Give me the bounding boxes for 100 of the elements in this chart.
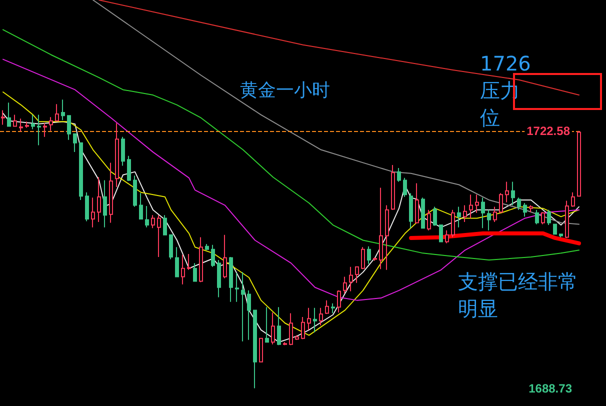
- candlestick: [517, 197, 521, 210]
- candlestick: [433, 206, 437, 226]
- candlestick: [415, 182, 419, 224]
- line-series: [2, 29, 580, 261]
- candlestick: [337, 290, 341, 313]
- candlestick: [325, 300, 329, 315]
- candlestick: [277, 306, 281, 346]
- candlestick: [85, 192, 89, 222]
- candlestick: [439, 224, 443, 242]
- candlestick: [313, 307, 317, 333]
- candlestick: [367, 246, 371, 264]
- candlestick: [349, 266, 353, 292]
- candlestick: [571, 192, 575, 208]
- candlestick: [301, 316, 305, 340]
- candlestick: [223, 234, 227, 279]
- candlestick: [319, 307, 323, 326]
- candlestick: [331, 302, 335, 314]
- y-tick-label: 1722.58: [526, 124, 570, 138]
- candlestick: [493, 206, 497, 223]
- candlestick: [487, 209, 491, 231]
- candlestick: [241, 272, 245, 342]
- candlestick: [187, 253, 191, 270]
- candlestick: [235, 272, 239, 302]
- line-series: [409, 231, 581, 246]
- candlestick: [163, 214, 167, 236]
- y-tick-label: 1688.73: [528, 381, 572, 396]
- candlestick: [91, 197, 95, 228]
- candlestick: [265, 306, 269, 343]
- candlestick: [355, 266, 359, 284]
- candlestick: [55, 104, 59, 122]
- candlestick: [25, 121, 29, 128]
- candlestick: [373, 257, 377, 262]
- candlestick: [13, 114, 17, 127]
- candlestick: [385, 204, 389, 270]
- candlestick: [169, 234, 173, 260]
- candlestick: [427, 209, 431, 231]
- candlestick: [205, 244, 209, 251]
- candlestick: [37, 114, 41, 146]
- candlestick: [217, 260, 221, 298]
- candlestick: [211, 244, 215, 268]
- candlestick: [289, 312, 293, 346]
- candlestick: [157, 214, 161, 258]
- candlestick: [97, 176, 101, 223]
- candlestick: [19, 118, 23, 132]
- candlestick: [565, 200, 569, 238]
- candlestick: [127, 155, 131, 182]
- candlestick: [49, 116, 53, 132]
- candlestick: [547, 209, 551, 226]
- candlestick: [67, 115, 71, 140]
- candlestick: [193, 262, 197, 282]
- candlestick: [457, 206, 461, 228]
- candlestick: [559, 234, 563, 238]
- candlestick: [121, 136, 125, 166]
- candlestick: [505, 181, 509, 203]
- candlestick: [469, 194, 473, 219]
- candlestick: [421, 197, 425, 229]
- candlestick: [1, 110, 5, 126]
- candlestick: [475, 194, 479, 214]
- candlestick: [151, 214, 155, 229]
- candlestick: [103, 180, 107, 228]
- candlestick: [31, 114, 35, 130]
- candlestick: [139, 192, 143, 220]
- candlestick: [115, 122, 119, 188]
- candlestick: [511, 181, 515, 206]
- candlestick: [109, 162, 113, 224]
- candlestick: [7, 102, 11, 127]
- candlestick: [181, 254, 185, 285]
- candlestick: [535, 209, 539, 225]
- candlestick: [199, 236, 203, 283]
- line-series: [92, 0, 580, 225]
- candlestick: [307, 307, 311, 330]
- candlestick: [61, 99, 65, 121]
- candlestick: [577, 130, 581, 197]
- candlestick: [445, 230, 449, 244]
- candlestick: [247, 290, 251, 340]
- candlestick: [253, 310, 257, 389]
- candlestick: [403, 177, 407, 198]
- candlestick: [79, 142, 83, 200]
- candlestick: [523, 202, 527, 218]
- candlestick: [541, 212, 545, 225]
- candlestick: [145, 206, 149, 228]
- candlestick: [361, 246, 365, 270]
- candlestick: [397, 168, 401, 182]
- candlestick: [463, 204, 467, 223]
- candlestick: [133, 175, 137, 208]
- candlestick: [451, 209, 455, 238]
- candlestick: [259, 338, 263, 362]
- candlestick: [379, 187, 383, 270]
- candlestick: [529, 204, 533, 213]
- candlestick: [229, 256, 233, 302]
- candlestick: [409, 192, 413, 229]
- candlestick: [295, 334, 299, 340]
- candlestick: [499, 192, 503, 214]
- candlestick: [43, 122, 47, 138]
- candlestick: [175, 246, 179, 278]
- candlestick: [391, 164, 395, 210]
- candlestick: [73, 133, 77, 153]
- candlestick: [553, 224, 557, 235]
- candlestick: [481, 197, 485, 229]
- annotation: 黄金一小时: [240, 80, 330, 101]
